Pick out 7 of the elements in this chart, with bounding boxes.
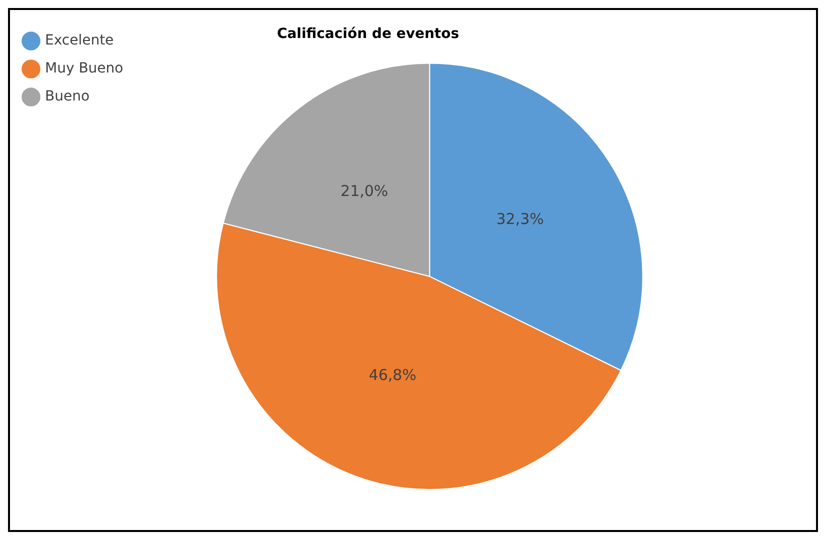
chart-title: Calificación de eventos (276, 26, 460, 42)
data-label: 32,3% (496, 210, 544, 228)
legend-label: Excelente (45, 32, 114, 49)
legend-label: Bueno (45, 88, 90, 105)
data-label: 46,8% (368, 366, 416, 384)
data-label: 21,0% (340, 182, 388, 200)
legend-label: Muy Bueno (45, 60, 124, 77)
